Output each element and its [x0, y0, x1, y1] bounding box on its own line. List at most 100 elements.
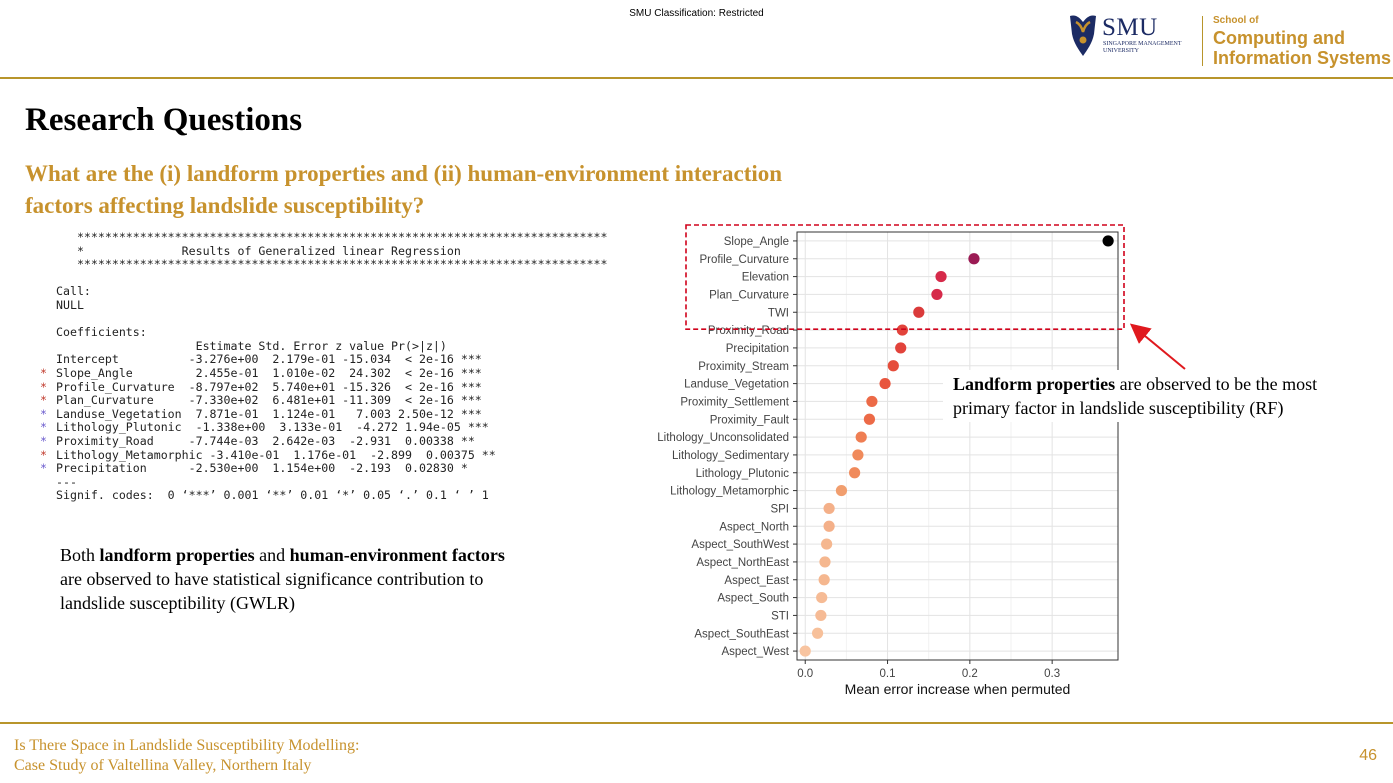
importance-point	[811, 627, 824, 639]
smu-wordmark: SMU	[1102, 14, 1158, 41]
regression-output-line: * Landuse_Vegetation 7.871e-01 1.124e-01 …	[40, 406, 615, 422]
importance-point	[815, 609, 827, 622]
regression-output: ****************************************…	[40, 229, 615, 519]
gwlr-note: Both landform properties and human-envir…	[60, 543, 530, 615]
y-tick-label: Plan_Curvature	[709, 289, 789, 301]
importance-point	[799, 645, 811, 657]
regression-output-text: Coefficients:	[56, 325, 147, 340]
school-name: School of Computing and Information Syst…	[1213, 15, 1391, 68]
smu-subtitle: SINGAPORE MANAGEMENT UNIVERSITY	[1103, 41, 1182, 55]
importance-point	[896, 324, 908, 336]
importance-point	[863, 413, 876, 425]
y-tick-label: Proximity_Stream	[698, 361, 789, 373]
footer-line-2: Case Study of Valtellina Valley, Norther…	[14, 757, 312, 774]
x-tick-label: 0.3	[1044, 668, 1060, 680]
footer-divider	[0, 722, 1393, 724]
regression-output-line: Signif. codes: 0 ‘***’ 0.001 ‘**’ 0.01 ‘…	[40, 489, 615, 503]
regression-output-text: ****************************************…	[56, 230, 608, 244]
importance-point	[855, 431, 867, 443]
smu-subtitle-line-2: UNIVERSITY	[1103, 48, 1139, 54]
regression-output-text: NULL	[56, 297, 84, 312]
gwlr-note-bold-2: human-environment factors	[289, 545, 505, 565]
importance-point	[887, 360, 899, 372]
regression-output-text: Estimate Std. Error z value Pr(>|z|)	[56, 338, 447, 353]
importance-point	[879, 377, 891, 390]
regression-output-line: Intercept -3.276e+00 2.179e-01 -15.034 <…	[40, 353, 615, 367]
header-divider	[0, 77, 1393, 79]
y-tick-label: SPI	[770, 503, 789, 515]
significance-marker: *	[40, 379, 47, 394]
significance-marker: *	[40, 433, 47, 448]
y-tick-label: Lithology_Metamorphic	[670, 486, 789, 498]
importance-point	[895, 342, 907, 354]
x-axis-label: Mean error increase when permuted	[845, 681, 1071, 697]
importance-point	[835, 484, 848, 497]
y-tick-label: Elevation	[742, 272, 789, 284]
y-tick-label: Aspect_South	[717, 593, 789, 605]
smu-shield-icon	[1070, 15, 1096, 57]
rf-note-rest: are observed to be the most primary fact…	[953, 374, 1318, 418]
regression-output-text: Slope_Angle 2.455e-01 1.010e-02 24.302 <…	[56, 365, 482, 380]
significance-marker: *	[40, 406, 47, 421]
footer-title: Is There Space in Landslide Susceptibili…	[14, 736, 359, 776]
smu-subtitle-line-1: SINGAPORE MANAGEMENT	[1103, 41, 1182, 47]
importance-point	[931, 288, 943, 301]
gwlr-note-and: and	[254, 545, 290, 565]
importance-point	[968, 253, 980, 265]
y-tick-label: Aspect_NorthEast	[696, 557, 789, 569]
landform-highlight-box	[685, 224, 1125, 330]
y-tick-label: Aspect_North	[719, 521, 789, 533]
regression-output-line: ****************************************…	[40, 258, 615, 272]
plot-border	[796, 231, 1119, 661]
importance-point	[866, 395, 878, 408]
gwlr-note-bold-1: landform properties	[99, 545, 255, 565]
importance-point	[1102, 235, 1114, 247]
regression-output-text: Intercept -3.276e+00 2.179e-01 -15.034 <…	[56, 352, 482, 367]
regression-output-line: NULL	[40, 297, 615, 313]
y-tick-label: Lithology_Unconsolidated	[657, 432, 789, 444]
importance-point	[913, 306, 925, 318]
plot-panel	[797, 232, 1118, 660]
y-tick-label: Aspect_SouthWest	[691, 539, 789, 551]
school-line-1: Computing and	[1213, 28, 1345, 48]
regression-output-text: Lithology_Metamorphic -3.410e-01 1.176e-…	[56, 447, 496, 462]
regression-output-line: * Profile_Curvature -8.797e+02 5.740e+01 …	[40, 379, 615, 395]
importance-point	[816, 591, 828, 604]
y-tick-label: Aspect_East	[724, 575, 789, 587]
regression-output-text: Proximity_Road -7.744e-03 2.642e-03 -2.9…	[56, 433, 475, 448]
x-tick-label: 0.1	[880, 668, 896, 680]
importance-point	[821, 538, 833, 550]
regression-output-text: Precipitation -2.530e+00 1.154e+00 -2.19…	[56, 461, 468, 476]
importance-point	[849, 467, 861, 479]
regression-output-text: Signif. codes: 0 ‘***’ 0.001 ‘**’ 0.01 ‘…	[56, 488, 489, 503]
regression-output-text: Landuse_Vegetation 7.871e-01 1.124e-01 7…	[56, 406, 482, 421]
y-tick-label: Landuse_Vegetation	[684, 379, 789, 391]
regression-output-text: ****************************************…	[56, 257, 608, 272]
classification-label: SMU Classification: Restricted	[629, 8, 764, 19]
significance-marker: *	[40, 393, 47, 408]
y-tick-label: Aspect_West	[721, 646, 789, 658]
rf-note-bold: Landform properties	[953, 374, 1116, 394]
regression-output-line: * Results of Generalized linear Regressi…	[40, 244, 615, 259]
regression-output-line: * Proximity_Road -7.744e-03 2.642e-03 -2.…	[40, 433, 615, 449]
slide-title: Research Questions	[25, 102, 303, 138]
regression-output-line: ---	[40, 474, 615, 490]
school-line-2: Information Systems	[1213, 48, 1392, 68]
regression-output-line: * Lithology_Plutonic -1.338e+00 3.133e-01…	[40, 421, 615, 435]
regression-output-text: Plan_Curvature -7.330e+02 6.481e+01 -11.…	[56, 393, 482, 408]
y-tick-label: STI	[771, 610, 789, 622]
y-tick-label: Lithology_Sedimentary	[672, 450, 789, 462]
regression-output-text: ---	[56, 474, 77, 489]
y-tick-label: Proximity_Settlement	[680, 396, 789, 408]
regression-output-line: * Precipitation -2.530e+00 1.154e+00 -2.1…	[40, 461, 615, 476]
x-tick-label: 0.0	[797, 668, 813, 680]
importance-point	[852, 449, 864, 461]
regression-output-text: Call:	[56, 284, 91, 299]
y-tick-label: Proximity_Fault	[710, 414, 790, 426]
footer-line-1: Is There Space in Landslide Susceptibili…	[14, 737, 360, 754]
regression-output-line: * Plan_Curvature -7.330e+02 6.481e+01 -11…	[40, 394, 615, 408]
y-tick-label: Slope_Angle	[724, 236, 789, 248]
smu-logo: SMU SINGAPORE MANAGEMENT UNIVERSITY	[1066, 10, 1196, 60]
research-question: What are the (i) landform properties and…	[25, 161, 783, 218]
rf-note: Landform properties are observed to be t…	[943, 370, 1383, 422]
